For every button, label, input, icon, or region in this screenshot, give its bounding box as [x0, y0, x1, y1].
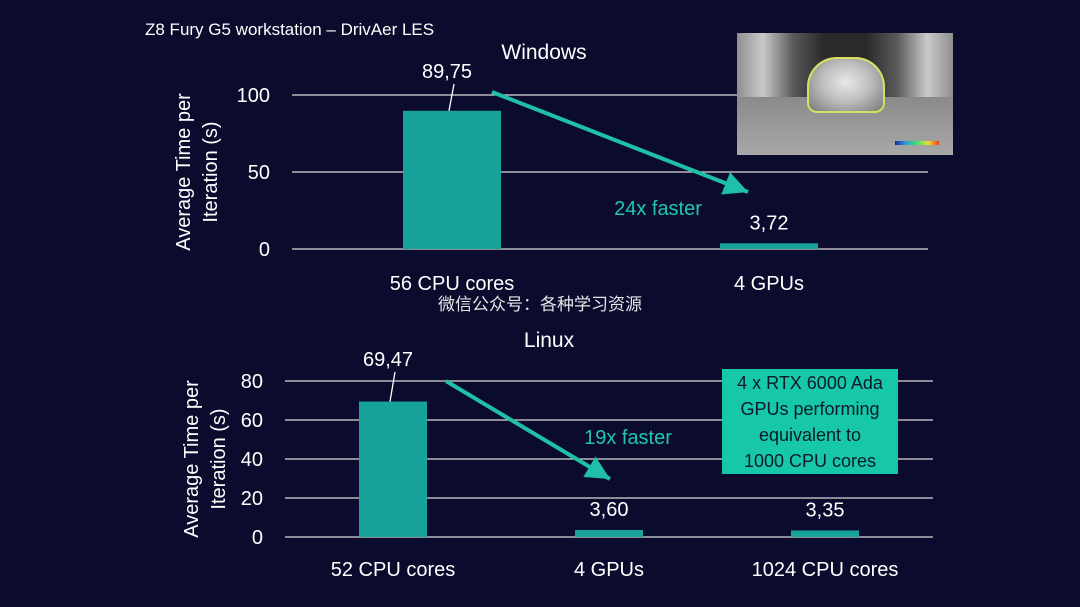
speedup-annotation: 19x faster — [584, 427, 672, 449]
bar — [791, 530, 859, 537]
simulation-thumbnail — [737, 33, 953, 155]
y-tick-label: 60 — [241, 410, 263, 432]
y-tick-label: 40 — [241, 449, 263, 471]
callout-text: 4 x RTX 6000 Ada — [737, 373, 884, 393]
y-tick-label: 80 — [241, 371, 263, 393]
callout-text: GPUs performing — [740, 399, 879, 419]
y-axis-label: Iteration (s) — [200, 121, 222, 222]
category-label: 4 GPUs — [574, 559, 644, 581]
value-label: 69,47 — [363, 349, 413, 371]
category-label: 1024 CPU cores — [752, 559, 899, 581]
bar — [359, 401, 427, 537]
bar — [575, 529, 643, 537]
callout-text: equivalent to — [759, 425, 861, 445]
speedup-arrow — [491, 90, 749, 195]
speedup-annotation: 24x faster — [614, 198, 702, 220]
y-axis-label: Average Time per — [173, 93, 195, 251]
value-label: 3,35 — [806, 499, 845, 521]
value-leader-line — [448, 83, 455, 111]
category-label: 56 CPU cores — [390, 273, 515, 295]
chart-title: Windows — [501, 41, 586, 64]
callout-text: 1000 CPU cores — [744, 451, 876, 471]
car-render — [807, 57, 885, 113]
y-axis-label: Iteration (s) — [208, 408, 230, 509]
bar — [720, 243, 818, 249]
y-tick-label: 50 — [248, 162, 270, 184]
chart-title: Linux — [524, 329, 575, 352]
speedup-arrow — [444, 379, 612, 481]
slide-title: Z8 Fury G5 workstation – DrivAer LES — [145, 20, 435, 39]
bar — [403, 110, 501, 249]
value-label: 3,60 — [590, 499, 629, 521]
callout-box — [722, 369, 898, 474]
y-tick-label: 100 — [237, 85, 270, 107]
color-scale-bar — [895, 141, 939, 145]
category-label: 52 CPU cores — [331, 559, 456, 581]
y-tick-label: 20 — [241, 488, 263, 510]
value-leader-line — [389, 371, 396, 402]
value-label: 89,75 — [422, 61, 472, 83]
y-tick-label: 0 — [252, 527, 263, 549]
value-label: 3,72 — [750, 212, 789, 234]
y-tick-label: 0 — [259, 239, 270, 261]
y-axis-label: Average Time per — [181, 380, 203, 538]
watermark-text: 微信公众号：各种学习资源 — [438, 295, 642, 315]
category-label: 4 GPUs — [734, 273, 804, 295]
